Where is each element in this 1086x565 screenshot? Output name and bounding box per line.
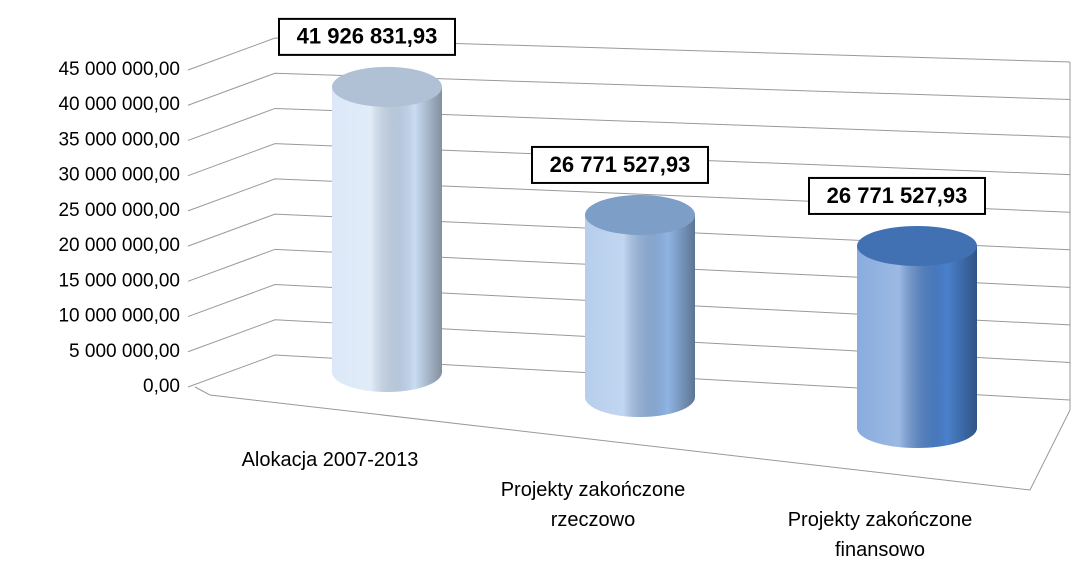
grid-line — [187, 37, 1071, 71]
y-tick-label: 45 000 000,00 — [58, 59, 180, 80]
y-tick-label: 0,00 — [143, 376, 180, 397]
x-tick-label: Projekty zakończone finansowo — [787, 509, 973, 561]
value-label: 41 926 831,93 — [297, 24, 438, 49]
y-tick-label: 10 000 000,00 — [58, 306, 180, 327]
cylinder-shade — [857, 245, 977, 448]
grid-line — [187, 107, 1071, 141]
grid-line — [187, 72, 1071, 106]
wall-edge — [194, 386, 1071, 491]
cylinder-shade — [585, 214, 695, 417]
cylinder-top-shade — [857, 225, 977, 266]
y-tick-label: 35 000 000,00 — [58, 129, 180, 150]
grid-line — [187, 284, 1071, 326]
cylinder-shade — [332, 86, 442, 392]
value-label: 26 771 527,93 — [827, 183, 968, 208]
value-label: 26 771 527,93 — [550, 152, 691, 177]
y-tick-label: 5 000 000,00 — [69, 341, 180, 362]
grid-line — [187, 143, 1071, 177]
cylinder-top-shade — [332, 66, 442, 107]
cylinder — [857, 225, 977, 448]
value-label-box — [278, 17, 456, 56]
x-tick-label: Projekty zakończone rzeczowo — [500, 479, 686, 531]
value-label-box — [808, 176, 986, 215]
cylinder-top — [857, 225, 977, 266]
grid-line — [187, 213, 1071, 251]
grid-line — [187, 319, 1071, 363]
cylinder — [332, 66, 442, 392]
x-tick-label: Alokacja 2007-2013 — [241, 449, 419, 471]
y-tick-label: 15 000 000,00 — [58, 270, 180, 291]
grid-line — [187, 178, 1071, 213]
y-tick-label: 30 000 000,00 — [58, 165, 180, 186]
y-tick-label: 20 000 000,00 — [58, 235, 180, 256]
grid-line — [187, 248, 1071, 288]
value-label-box — [531, 145, 709, 184]
cylinder-top — [332, 66, 442, 107]
cylinder-top-shade — [585, 194, 695, 235]
cylinder-top — [585, 194, 695, 235]
y-tick-label: 40 000 000,00 — [58, 94, 180, 115]
grid-line — [187, 354, 1071, 401]
cylinder — [585, 194, 695, 417]
y-tick-label: 25 000 000,00 — [58, 200, 180, 221]
